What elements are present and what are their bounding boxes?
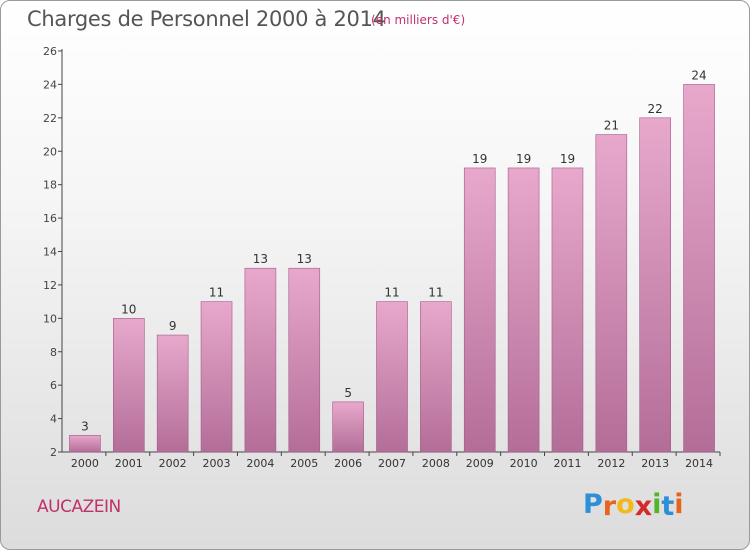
logo-letter: t	[661, 491, 675, 522]
bar	[156, 334, 189, 453]
x-tick-label: 2010	[510, 457, 538, 470]
logo-letter: i	[652, 489, 662, 520]
bar	[683, 84, 715, 453]
x-tick-label: 2004	[246, 457, 274, 470]
bar	[507, 167, 540, 453]
data-label: 13	[253, 252, 268, 266]
x-tick-label: 2006	[334, 457, 362, 470]
x-tick-label: 2005	[290, 457, 318, 470]
x-tick-label: 2014	[685, 457, 713, 470]
data-label: 19	[560, 152, 575, 166]
bar	[288, 267, 321, 453]
x-tick-label: 2012	[597, 457, 625, 470]
y-tick-label: 2	[50, 446, 57, 459]
logo-letter: x	[634, 491, 653, 522]
y-tick-label: 4	[50, 413, 57, 426]
y-tick-label: 20	[43, 145, 57, 158]
data-label: 11	[384, 286, 399, 300]
y-tick-label: 26	[43, 45, 57, 58]
logo-letter: o	[616, 489, 635, 520]
data-label: 9	[169, 319, 177, 333]
proxiti-logo: Proxiti	[583, 489, 684, 522]
y-tick-label: 18	[43, 179, 57, 192]
data-label: 5	[344, 386, 352, 400]
chart-title: Charges de Personnel 2000 à 2014	[27, 7, 386, 31]
data-label: 24	[691, 68, 706, 82]
y-tick-label: 8	[50, 346, 57, 359]
bar	[595, 134, 628, 453]
data-label: 13	[297, 252, 312, 266]
y-tick-label: 6	[50, 379, 57, 392]
x-tick-label: 2002	[159, 457, 187, 470]
x-tick-label: 2009	[466, 457, 494, 470]
x-tick-label: 2011	[553, 457, 581, 470]
data-label: 21	[604, 119, 619, 133]
bar	[69, 434, 101, 453]
data-label: 11	[209, 286, 224, 300]
x-tick-label: 2013	[641, 457, 669, 470]
bar	[463, 167, 496, 453]
bar	[551, 167, 584, 453]
data-label: 22	[648, 102, 663, 116]
data-label: 3	[81, 419, 89, 433]
y-tick-label: 24	[43, 78, 57, 91]
bar	[376, 301, 408, 453]
bar	[113, 318, 145, 453]
bar	[420, 301, 452, 453]
y-tick-label: 10	[43, 312, 57, 325]
commune-name: AUCAZEIN	[37, 497, 121, 517]
y-tick-label: 22	[43, 112, 57, 125]
bar	[332, 401, 364, 453]
data-label: 10	[121, 302, 136, 316]
bar	[244, 267, 277, 453]
x-tick-label: 2003	[203, 457, 231, 470]
data-label: 11	[428, 286, 443, 300]
x-tick-label: 2007	[378, 457, 406, 470]
x-tick-label: 2001	[115, 457, 143, 470]
y-tick-label: 14	[43, 246, 57, 259]
bar	[200, 301, 233, 453]
y-tick-label: 12	[43, 279, 57, 292]
data-label: 19	[516, 152, 531, 166]
bar	[639, 117, 672, 453]
x-tick-label: 2008	[422, 457, 450, 470]
logo-letter: P	[583, 489, 603, 520]
chart-subtitle: (en milliers d'€)	[371, 13, 466, 27]
logo-letter: r	[602, 491, 617, 522]
logo-letter: i	[674, 489, 684, 520]
x-tick-label: 2000	[71, 457, 99, 470]
y-tick-label: 16	[43, 212, 57, 225]
data-label: 19	[472, 152, 487, 166]
